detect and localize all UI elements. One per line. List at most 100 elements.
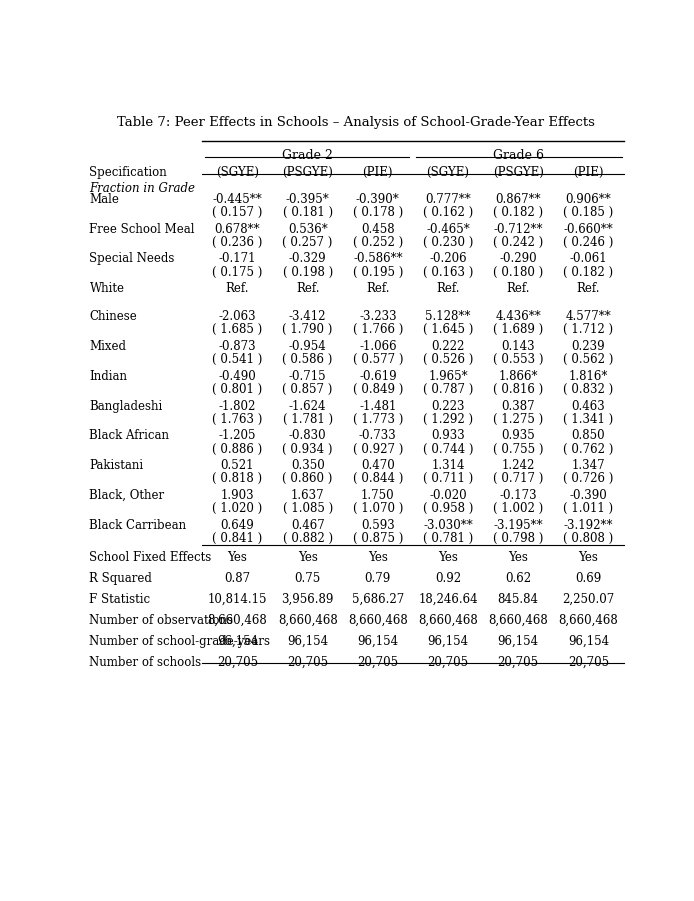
Text: (PSGYE): (PSGYE) [282, 166, 333, 178]
Text: 96,154: 96,154 [217, 634, 258, 648]
Text: 0.593: 0.593 [361, 519, 395, 532]
Text: ( 0.230 ): ( 0.230 ) [423, 236, 473, 249]
Text: 96,154: 96,154 [287, 634, 328, 648]
Text: ( 1.275 ): ( 1.275 ) [493, 413, 543, 425]
Text: ( 0.818 ): ( 0.818 ) [212, 472, 262, 486]
Text: Bangladeshi: Bangladeshi [90, 399, 162, 413]
Text: ( 0.717 ): ( 0.717 ) [493, 472, 543, 486]
Text: 0.350: 0.350 [291, 460, 325, 472]
Text: Table 7: Peer Effects in Schools – Analysis of School-Grade-Year Effects: Table 7: Peer Effects in Schools – Analy… [117, 116, 595, 130]
Text: 0.223: 0.223 [431, 399, 465, 413]
Text: ( 0.744 ): ( 0.744 ) [423, 442, 473, 456]
Text: -0.395*: -0.395* [286, 193, 330, 205]
Text: 1.816*: 1.816* [569, 369, 608, 383]
Text: Black Carribean: Black Carribean [90, 519, 187, 532]
Text: 0.87: 0.87 [224, 572, 251, 586]
Text: ( 0.182 ): ( 0.182 ) [564, 266, 613, 278]
Text: F Statistic: F Statistic [90, 593, 151, 606]
Text: 0.69: 0.69 [575, 572, 602, 586]
Text: 96,154: 96,154 [498, 634, 539, 648]
Text: Ref.: Ref. [507, 282, 530, 296]
Text: -0.061: -0.061 [570, 252, 607, 266]
Text: ( 1.689 ): ( 1.689 ) [493, 323, 543, 336]
Text: ( 1.773 ): ( 1.773 ) [353, 413, 403, 425]
Text: ( 0.808 ): ( 0.808 ) [564, 532, 613, 545]
Text: ( 0.841 ): ( 0.841 ) [212, 532, 262, 545]
Text: ( 1.020 ): ( 1.020 ) [212, 502, 262, 515]
Text: -3.192**: -3.192** [564, 519, 613, 532]
Text: ( 0.816 ): ( 0.816 ) [493, 383, 543, 396]
Text: -0.329: -0.329 [289, 252, 326, 266]
Text: Pakistani: Pakistani [90, 460, 144, 472]
Text: ( 0.162 ): ( 0.162 ) [423, 206, 473, 219]
Text: ( 0.181 ): ( 0.181 ) [282, 206, 332, 219]
Text: ( 0.586 ): ( 0.586 ) [282, 353, 333, 366]
Text: 0.463: 0.463 [572, 399, 605, 413]
Text: -0.954: -0.954 [289, 340, 327, 353]
Text: Number of observations: Number of observations [90, 614, 233, 627]
Text: Ref.: Ref. [437, 282, 460, 296]
Text: Mixed: Mixed [90, 340, 126, 353]
Text: 8,660,468: 8,660,468 [418, 614, 478, 627]
Text: 0.867**: 0.867** [496, 193, 541, 205]
Text: 20,705: 20,705 [498, 656, 539, 669]
Text: ( 0.257 ): ( 0.257 ) [282, 236, 333, 249]
Text: -0.490: -0.490 [219, 369, 256, 383]
Text: ( 0.726 ): ( 0.726 ) [564, 472, 613, 486]
Text: Black, Other: Black, Other [90, 489, 164, 502]
Text: ( 0.849 ): ( 0.849 ) [353, 383, 403, 396]
Text: (PIE): (PIE) [362, 166, 393, 178]
Text: Number of schools: Number of schools [90, 656, 201, 669]
Text: ( 0.844 ): ( 0.844 ) [353, 472, 403, 486]
Text: ( 0.882 ): ( 0.882 ) [282, 532, 332, 545]
Text: -0.390*: -0.390* [356, 193, 400, 205]
Text: 0.536*: 0.536* [288, 223, 328, 235]
Text: ( 0.577 ): ( 0.577 ) [353, 353, 403, 366]
Text: Yes: Yes [298, 551, 318, 564]
Text: 96,154: 96,154 [357, 634, 398, 648]
Text: 1.637: 1.637 [291, 489, 325, 502]
Text: -2.063: -2.063 [219, 310, 256, 323]
Text: (SGYE): (SGYE) [216, 166, 259, 178]
Text: ( 0.801 ): ( 0.801 ) [212, 383, 262, 396]
Text: ( 0.195 ): ( 0.195 ) [353, 266, 403, 278]
Text: 1.866*: 1.866* [498, 369, 538, 383]
Text: ( 0.175 ): ( 0.175 ) [212, 266, 262, 278]
Text: ( 0.157 ): ( 0.157 ) [212, 206, 262, 219]
Text: ( 0.832 ): ( 0.832 ) [564, 383, 613, 396]
Text: -0.173: -0.173 [500, 489, 537, 502]
Text: School Fixed Effects: School Fixed Effects [90, 551, 212, 564]
Text: ( 0.252 ): ( 0.252 ) [353, 236, 403, 249]
Text: Indian: Indian [90, 369, 128, 383]
Text: Yes: Yes [579, 551, 598, 564]
Text: 5,686.27: 5,686.27 [352, 593, 404, 606]
Text: ( 1.002 ): ( 1.002 ) [493, 502, 543, 515]
Text: 4.577**: 4.577** [566, 310, 611, 323]
Text: ( 0.163 ): ( 0.163 ) [423, 266, 473, 278]
Text: 4.436**: 4.436** [496, 310, 541, 323]
Text: ( 0.182 ): ( 0.182 ) [493, 206, 543, 219]
Text: 20,705: 20,705 [217, 656, 258, 669]
Text: (SGYE): (SGYE) [427, 166, 470, 178]
Text: ( 0.553 ): ( 0.553 ) [493, 353, 543, 366]
Text: ( 0.242 ): ( 0.242 ) [493, 236, 543, 249]
Text: ( 0.762 ): ( 0.762 ) [564, 442, 613, 456]
Text: -1.481: -1.481 [359, 399, 396, 413]
Text: -0.873: -0.873 [219, 340, 256, 353]
Text: 20,705: 20,705 [357, 656, 398, 669]
Text: ( 0.860 ): ( 0.860 ) [282, 472, 333, 486]
Text: 3,956.89: 3,956.89 [282, 593, 334, 606]
Text: 0.222: 0.222 [432, 340, 465, 353]
Text: 18,246.64: 18,246.64 [418, 593, 478, 606]
Text: Yes: Yes [508, 551, 528, 564]
Text: 8,660,468: 8,660,468 [489, 614, 548, 627]
Text: -1.802: -1.802 [219, 399, 256, 413]
Text: 0.387: 0.387 [502, 399, 535, 413]
Text: -0.733: -0.733 [359, 430, 397, 442]
Text: Black African: Black African [90, 430, 169, 442]
Text: 0.75: 0.75 [294, 572, 321, 586]
Text: ( 1.292 ): ( 1.292 ) [423, 413, 473, 425]
Text: -1.624: -1.624 [289, 399, 326, 413]
Text: 0.678**: 0.678** [214, 223, 260, 235]
Text: ( 0.886 ): ( 0.886 ) [212, 442, 262, 456]
